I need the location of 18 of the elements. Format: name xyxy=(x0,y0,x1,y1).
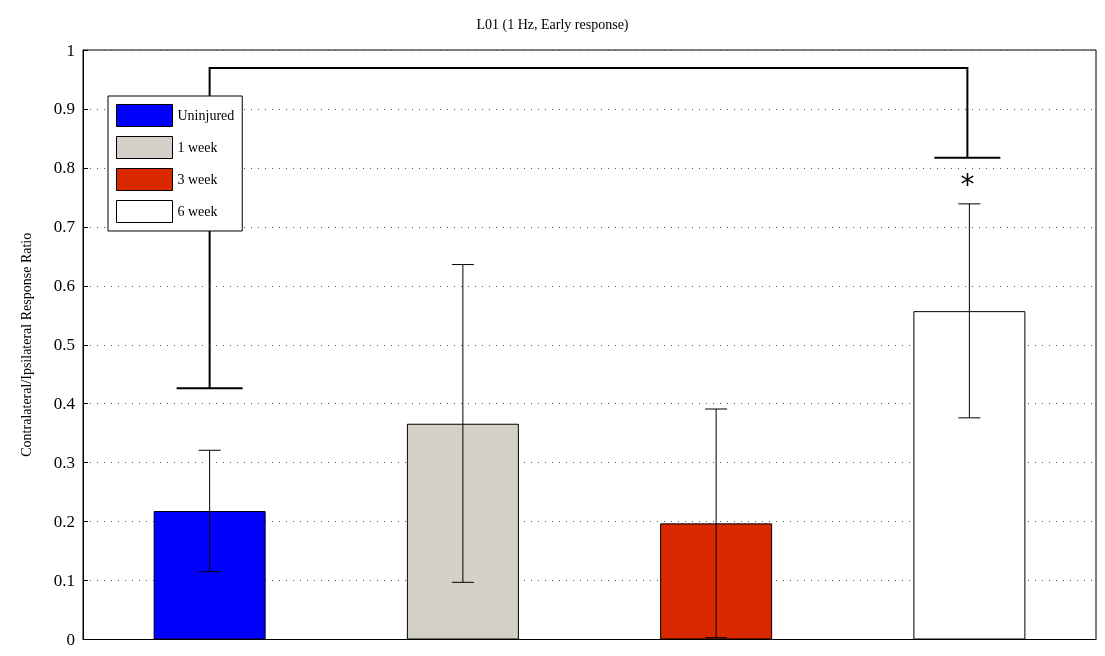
y-tick-label: 0.9 xyxy=(53,99,75,119)
y-tick-label: 0.4 xyxy=(53,394,76,414)
y-tick-label: 0.7 xyxy=(53,217,76,237)
y-tick-label: 1 xyxy=(66,40,75,60)
y-tick-label: 0.1 xyxy=(53,571,75,591)
legend-label: 3 week xyxy=(177,172,218,187)
y-tick-label: 0.5 xyxy=(53,335,75,355)
legend-label: 1 week xyxy=(177,140,218,155)
y-tick-label: 0.2 xyxy=(53,512,75,532)
chart-title: L01 (1 Hz, Early response) xyxy=(476,16,629,33)
legend-label: 6 week xyxy=(177,204,218,219)
y-axis-title: Contralateral/Ipsilateral Response Ratio xyxy=(18,232,34,457)
y-tick-label: 0.3 xyxy=(53,453,75,473)
legend-label: Uninjured xyxy=(177,108,235,123)
annotation: * xyxy=(960,167,975,201)
y-tick-label: 0 xyxy=(66,630,75,649)
y-tick-label: 0.8 xyxy=(53,158,75,178)
y-tick-label: 0.6 xyxy=(53,276,75,296)
